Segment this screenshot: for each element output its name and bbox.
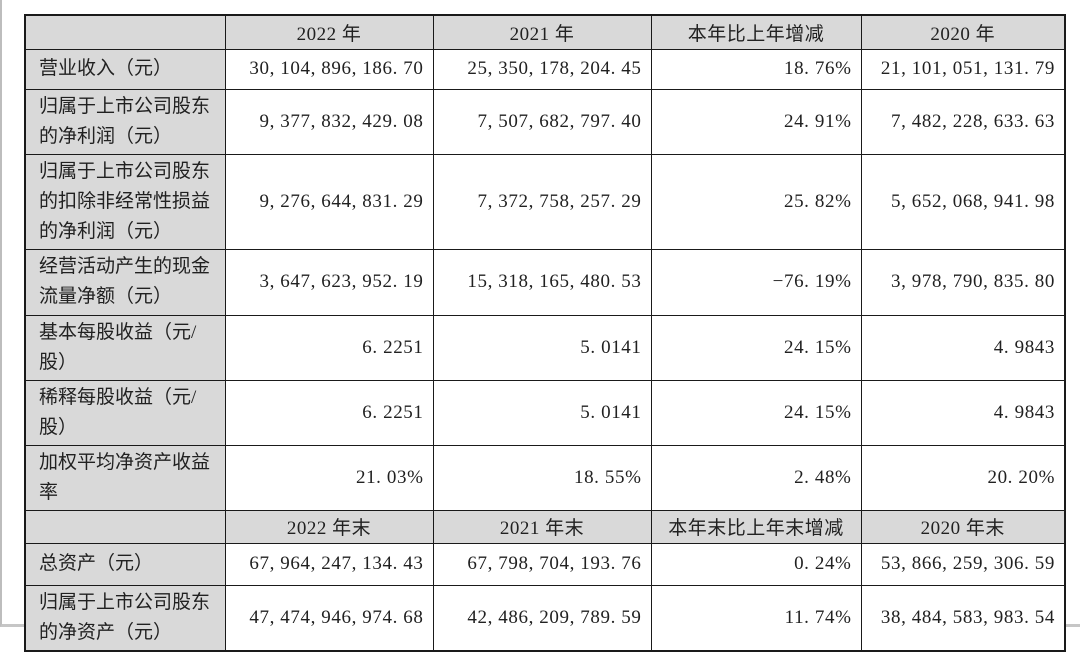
value-2021-end: 42, 486, 209, 789. 59 <box>432 584 652 651</box>
value-yoy-change: 2. 48% <box>650 444 862 511</box>
row-operating-cash-flow: 经营活动产生的现金流量净额（元） 3, 647, 623, 952. 19 15… <box>24 248 1066 316</box>
value-2022: 21. 03% <box>224 444 434 511</box>
col-header-blank <box>24 509 226 544</box>
annual-header-row: 2022 年 2021 年 本年比上年增减 2020 年 <box>24 14 1066 50</box>
value-2020: 4. 9843 <box>860 379 1066 446</box>
value-2020-end: 38, 484, 583, 983. 54 <box>860 584 1066 651</box>
value-yoy-change: 24. 91% <box>650 88 862 155</box>
value-2022-end: 47, 474, 946, 974. 68 <box>224 584 434 651</box>
row-weighted-avg-roe: 加权平均净资产收益率 21. 03% 18. 55% 2. 48% 20. 20… <box>24 444 1066 511</box>
col-header-2022: 2022 年 <box>224 14 434 50</box>
value-year-end-change: 0. 24% <box>650 542 862 586</box>
value-2020-end: 53, 866, 259, 306. 59 <box>860 542 1066 586</box>
metric-label: 经营活动产生的现金流量净额（元） <box>24 248 226 316</box>
value-2022: 6. 2251 <box>224 314 434 381</box>
value-2021: 18. 55% <box>432 444 652 511</box>
value-2022-end: 67, 964, 247, 134. 43 <box>224 542 434 586</box>
value-2020: 3, 978, 790, 835. 80 <box>860 248 1066 316</box>
metric-label: 加权平均净资产收益率 <box>24 444 226 511</box>
col-header-2021-end: 2021 年末 <box>432 509 652 544</box>
row-net-profit-attributable: 归属于上市公司股东的净利润（元） 9, 377, 832, 429. 08 7,… <box>24 88 1066 155</box>
value-yoy-change: −76. 19% <box>650 248 862 316</box>
metric-label: 总资产（元） <box>24 542 226 586</box>
row-total-assets: 总资产（元） 67, 964, 247, 134. 43 67, 798, 70… <box>24 542 1066 586</box>
col-header-blank <box>24 14 226 50</box>
value-2022: 9, 276, 644, 831. 29 <box>224 153 434 250</box>
row-operating-revenue: 营业收入（元） 30, 104, 896, 186. 70 25, 350, 1… <box>24 48 1066 90</box>
value-2020: 7, 482, 228, 633. 63 <box>860 88 1066 155</box>
value-2021: 5. 0141 <box>432 379 652 446</box>
value-2021-end: 67, 798, 704, 193. 76 <box>432 542 652 586</box>
value-yoy-change: 24. 15% <box>650 314 862 381</box>
value-year-end-change: 11. 74% <box>650 584 862 651</box>
metric-label: 归属于上市公司股东的扣除非经常性损益的净利润（元） <box>24 153 226 250</box>
value-2021: 7, 507, 682, 797. 40 <box>432 88 652 155</box>
col-header-2020-end: 2020 年末 <box>860 509 1066 544</box>
value-yoy-change: 18. 76% <box>650 48 862 90</box>
col-header-2020: 2020 年 <box>860 14 1066 50</box>
year-end-header-row: 2022 年末 2021 年末 本年末比上年末增减 2020 年末 <box>24 509 1066 544</box>
row-diluted-eps: 稀释每股收益（元/股） 6. 2251 5. 0141 24. 15% 4. 9… <box>24 379 1066 446</box>
value-2021: 25, 350, 178, 204. 45 <box>432 48 652 90</box>
metric-label: 归属于上市公司股东的净资产（元） <box>24 584 226 651</box>
col-header-2022-end: 2022 年末 <box>224 509 434 544</box>
value-2020: 21, 101, 051, 131. 79 <box>860 48 1066 90</box>
value-2022: 9, 377, 832, 429. 08 <box>224 88 434 155</box>
value-2020: 5, 652, 068, 941. 98 <box>860 153 1066 250</box>
value-2022: 6. 2251 <box>224 379 434 446</box>
row-net-profit-excl-nonrecurring: 归属于上市公司股东的扣除非经常性损益的净利润（元） 9, 276, 644, 8… <box>24 153 1066 250</box>
value-2022: 3, 647, 623, 952. 19 <box>224 248 434 316</box>
row-basic-eps: 基本每股收益（元/股） 6. 2251 5. 0141 24. 15% 4. 9… <box>24 314 1066 381</box>
metric-label: 归属于上市公司股东的净利润（元） <box>24 88 226 155</box>
metric-label: 基本每股收益（元/股） <box>24 314 226 381</box>
value-yoy-change: 24. 15% <box>650 379 862 446</box>
metric-label: 营业收入（元） <box>24 48 226 90</box>
row-net-assets-attributable: 归属于上市公司股东的净资产（元） 47, 474, 946, 974. 68 4… <box>24 584 1066 651</box>
col-header-2021: 2021 年 <box>432 14 652 50</box>
value-2020: 4. 9843 <box>860 314 1066 381</box>
value-2022: 30, 104, 896, 186. 70 <box>224 48 434 90</box>
value-2021: 15, 318, 165, 480. 53 <box>432 248 652 316</box>
value-2021: 5. 0141 <box>432 314 652 381</box>
metric-label: 稀释每股收益（元/股） <box>24 379 226 446</box>
key-financials-table: 2022 年 2021 年 本年比上年增减 2020 年 营业收入（元） 30,… <box>24 14 1066 652</box>
value-yoy-change: 25. 82% <box>650 153 862 250</box>
value-2020: 20. 20% <box>860 444 1066 511</box>
col-header-year-end-change: 本年末比上年末增减 <box>650 509 862 544</box>
value-2021: 7, 372, 758, 257. 29 <box>432 153 652 250</box>
col-header-yoy-change: 本年比上年增减 <box>650 14 862 50</box>
